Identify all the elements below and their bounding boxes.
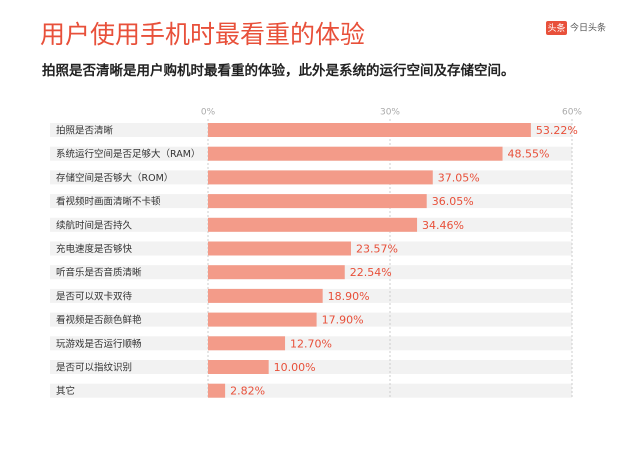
bar — [208, 265, 345, 280]
y-tick-label: 充电速度是否够快 — [56, 243, 133, 255]
value-label: 48.55% — [508, 148, 550, 161]
y-tick-label: 存储空间是否够大（ROM） — [56, 172, 173, 184]
value-label: 23.57% — [356, 243, 398, 256]
logo-name: 今日头条 — [570, 22, 606, 34]
value-label: 12.70% — [290, 337, 332, 350]
y-tick-label: 看视频时画面清晰不卡顿 — [56, 196, 161, 208]
x-tick-label: 0% — [201, 108, 216, 118]
bar — [208, 288, 323, 303]
value-label: 10.00% — [274, 361, 316, 374]
value-label: 34.46% — [422, 219, 464, 232]
bar — [208, 241, 351, 256]
bar — [208, 146, 503, 161]
value-label: 22.54% — [350, 266, 392, 279]
y-tick-label: 其它 — [56, 385, 75, 397]
bar — [208, 123, 531, 137]
y-tick-label: 听音乐是否音质清晰 — [56, 267, 142, 279]
logo-badge: 头条 — [547, 22, 565, 34]
value-label: 2.82% — [230, 385, 265, 398]
y-tick-label: 续航时间是否持久 — [56, 219, 133, 231]
bar — [208, 194, 427, 209]
bar — [208, 360, 269, 374]
bar — [208, 170, 433, 185]
y-tick-label: 玩游戏是否运行顺畅 — [56, 338, 142, 350]
value-label: 18.90% — [328, 290, 370, 303]
bar — [208, 217, 418, 232]
y-tick-label: 是否可以指纹识别 — [56, 362, 132, 374]
row-background — [50, 360, 572, 374]
value-label: 53.22% — [536, 124, 578, 137]
value-label: 17.90% — [322, 314, 364, 327]
value-label: 37.05% — [438, 171, 480, 184]
row-background — [50, 383, 572, 398]
logo-badge-bg — [546, 21, 567, 35]
value-label: 36.05% — [432, 195, 474, 208]
x-tick-label: 30% — [380, 108, 400, 118]
x-tick-label: 60% — [562, 108, 582, 118]
y-tick-label: 看视频是否颜色鲜艳 — [56, 314, 142, 326]
bar — [208, 336, 286, 351]
bar — [208, 383, 226, 398]
y-tick-label: 拍照是否清晰 — [56, 125, 114, 137]
bar — [208, 312, 317, 327]
y-tick-label: 系统运行空间是否足够大（RAM） — [56, 148, 200, 160]
chart-title: 用户使用手机时最看重的体验 — [40, 20, 365, 49]
row-background — [50, 336, 572, 351]
chart-subtitle: 拍照是否清晰是用户购机时最看重的体验，此外是系统的运行空间及存储空间。 — [42, 62, 515, 79]
y-tick-label: 是否可以双卡双待 — [56, 290, 133, 302]
